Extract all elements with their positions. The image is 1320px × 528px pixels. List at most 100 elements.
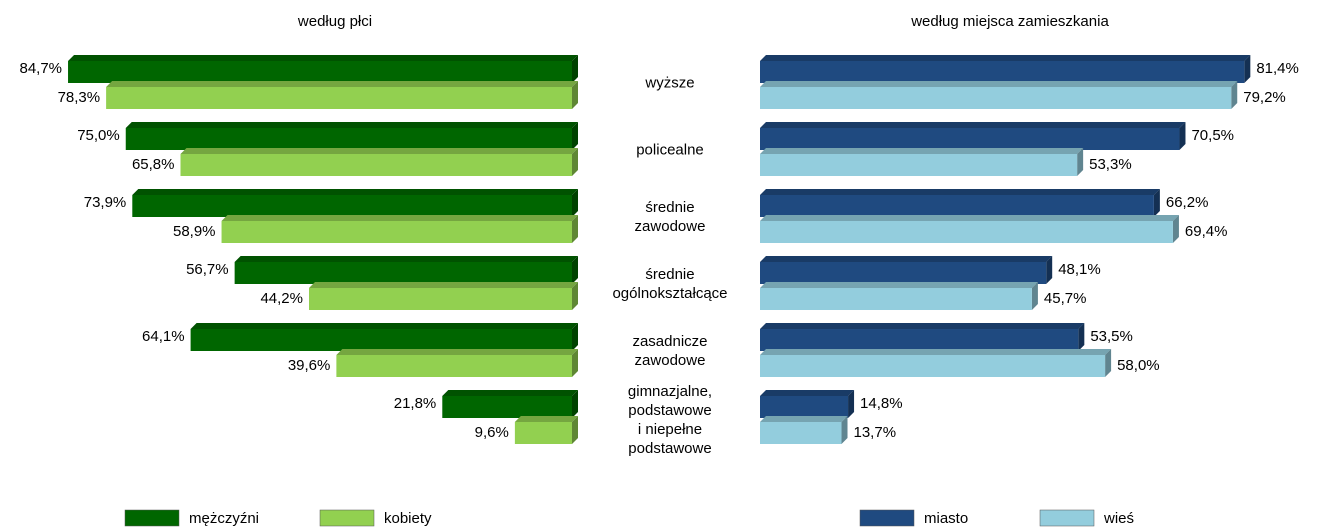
value-label: 81,4% bbox=[1256, 60, 1299, 77]
bar-top bbox=[106, 81, 579, 87]
bar-side bbox=[572, 215, 578, 243]
bar-face bbox=[760, 87, 1232, 109]
bar-face bbox=[132, 195, 573, 217]
bar-top bbox=[760, 416, 848, 422]
value-label: 84,7% bbox=[19, 60, 62, 77]
bar bbox=[132, 189, 579, 217]
value-label: 9,6% bbox=[475, 424, 509, 441]
value-label: 69,4% bbox=[1185, 223, 1228, 240]
value-label: 73,9% bbox=[84, 194, 127, 211]
bar-side bbox=[1077, 148, 1084, 176]
bar-top bbox=[190, 323, 579, 329]
chart-title: według miejsca zamieszkania bbox=[910, 13, 1109, 30]
value-label: 39,6% bbox=[288, 357, 331, 374]
bar-face bbox=[180, 154, 573, 176]
category-label: gimnazjalne, podstawowe i niepełne podst… bbox=[627, 383, 713, 457]
bar bbox=[760, 55, 1251, 83]
bar-face bbox=[309, 288, 572, 310]
legend-label: kobiety bbox=[384, 510, 432, 527]
bar-side bbox=[572, 416, 578, 444]
category-label: zasadnicze zawodowe bbox=[632, 333, 708, 369]
bar-face bbox=[760, 195, 1154, 217]
value-label: 48,1% bbox=[1058, 261, 1101, 278]
bar-side bbox=[572, 349, 578, 377]
value-label: 64,1% bbox=[142, 328, 185, 345]
legend-swatch bbox=[1039, 509, 1095, 527]
bar-face bbox=[760, 61, 1245, 83]
bar bbox=[234, 256, 578, 284]
bar-side bbox=[1179, 122, 1186, 150]
bar-top bbox=[760, 55, 1251, 61]
bar bbox=[221, 215, 579, 243]
bar-face bbox=[68, 61, 572, 83]
bar-face bbox=[760, 422, 842, 444]
bar-top bbox=[760, 256, 1053, 262]
bar-side bbox=[1153, 189, 1160, 217]
bar bbox=[125, 122, 578, 150]
bar-face bbox=[190, 329, 573, 351]
bar-side bbox=[1172, 215, 1179, 243]
bar-top bbox=[760, 215, 1179, 221]
bar bbox=[336, 349, 578, 377]
bar bbox=[760, 122, 1186, 150]
legend-swatch bbox=[859, 509, 915, 527]
bar-top bbox=[132, 189, 579, 195]
bar-top bbox=[309, 282, 578, 288]
bar-side bbox=[1031, 282, 1038, 310]
bar-face bbox=[125, 128, 572, 150]
bar bbox=[180, 148, 579, 176]
bar bbox=[760, 148, 1084, 176]
bar-side bbox=[841, 416, 848, 444]
legend-swatch bbox=[124, 509, 180, 527]
value-label: 78,3% bbox=[58, 89, 101, 106]
bar-top bbox=[760, 390, 855, 396]
value-label: 53,3% bbox=[1089, 156, 1132, 173]
value-label: 14,8% bbox=[860, 395, 903, 412]
value-label: 53,5% bbox=[1090, 328, 1133, 345]
value-label: 21,8% bbox=[394, 395, 437, 412]
bar-side bbox=[1078, 323, 1085, 351]
bar-face bbox=[221, 221, 573, 243]
bar bbox=[106, 81, 579, 109]
bar bbox=[760, 282, 1038, 310]
bar bbox=[514, 416, 578, 444]
value-label: 70,5% bbox=[1191, 127, 1234, 144]
bar-face bbox=[336, 355, 572, 377]
bar-face bbox=[760, 128, 1180, 150]
value-label: 58,9% bbox=[173, 223, 216, 240]
bar-side bbox=[1105, 349, 1112, 377]
bar-face bbox=[760, 355, 1106, 377]
bar-face bbox=[514, 422, 572, 444]
bar-top bbox=[514, 416, 578, 422]
bar-top bbox=[760, 282, 1038, 288]
bar bbox=[760, 215, 1179, 243]
bar-face bbox=[760, 329, 1079, 351]
bar-top bbox=[336, 349, 578, 355]
bar-side bbox=[572, 390, 578, 418]
value-label: 44,2% bbox=[260, 290, 303, 307]
bar-side bbox=[572, 81, 578, 109]
legend-label: wieś bbox=[1103, 510, 1134, 527]
bar-side bbox=[1046, 256, 1053, 284]
bar-top bbox=[760, 148, 1084, 154]
bar bbox=[760, 390, 855, 418]
value-label: 75,0% bbox=[77, 127, 120, 144]
bar-side bbox=[572, 55, 578, 83]
bar-face bbox=[106, 87, 573, 109]
bar bbox=[760, 416, 848, 444]
bar bbox=[760, 349, 1112, 377]
category-label: średnie ogólnokształcące bbox=[612, 266, 728, 302]
bar-top bbox=[68, 55, 578, 61]
value-label: 65,8% bbox=[132, 156, 175, 173]
bar-side bbox=[572, 122, 578, 150]
bar-face bbox=[760, 262, 1047, 284]
bar bbox=[760, 81, 1238, 109]
bar-face bbox=[234, 262, 572, 284]
bar-face bbox=[760, 154, 1078, 176]
bar bbox=[442, 390, 578, 418]
bar-side bbox=[572, 323, 578, 351]
bar-side bbox=[1244, 55, 1251, 83]
bar-side bbox=[572, 282, 578, 310]
bar bbox=[309, 282, 578, 310]
